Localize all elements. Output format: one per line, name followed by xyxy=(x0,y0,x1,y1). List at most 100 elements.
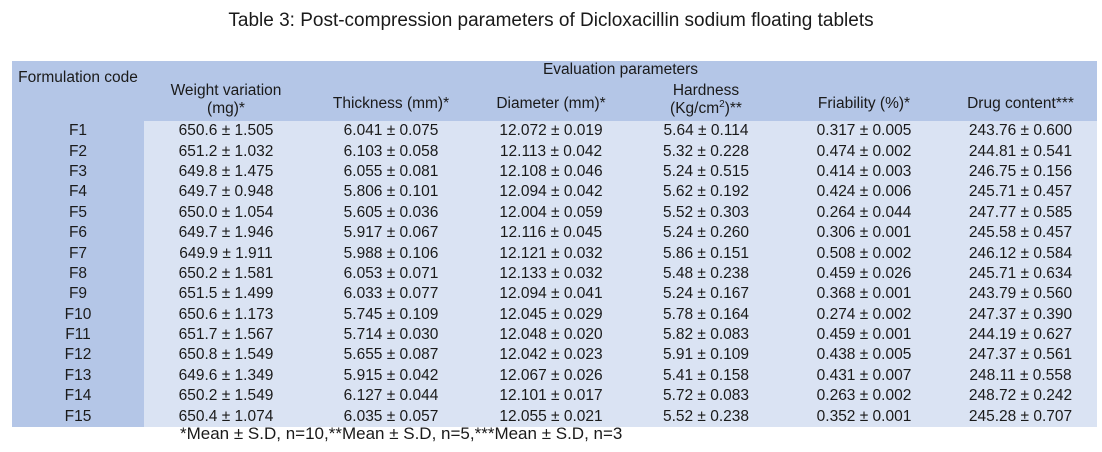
cell-thickness: 5.806 ± 0.101 xyxy=(308,182,474,203)
cell-hardness: 5.62 ± 0.192 xyxy=(628,182,784,203)
cell-weight: 650.8 ± 1.549 xyxy=(144,345,308,366)
cell-thickness: 5.988 ± 0.106 xyxy=(308,243,474,264)
cell-friability: 0.352 ± 0.001 xyxy=(784,406,944,427)
cell-drug-content: 246.75 ± 0.156 xyxy=(944,161,1098,183)
table-row: F6 649.7 ± 1.946 5.917 ± 0.067 12.116 ± 0.0… xyxy=(12,222,1098,244)
cell-diameter: 12.133 ± 0.032 xyxy=(474,263,628,285)
header-evaluation-parameters: Evaluation parameters xyxy=(144,61,1098,79)
cell-friability: 0.431 ± 0.007 xyxy=(784,365,944,387)
table-body: F1 650.6 ± 1.505 6.041 ± 0.075 12.072 ± 0.0… xyxy=(12,121,1098,427)
cell-thickness: 6.055 ± 0.081 xyxy=(308,161,474,183)
cell-diameter: 12.048 ± 0.020 xyxy=(474,324,628,346)
cell-friability: 0.424 ± 0.006 xyxy=(784,182,944,203)
cell-hardness: 5.64 ± 0.114 xyxy=(628,121,784,142)
cell-diameter: 12.108 ± 0.046 xyxy=(474,161,628,183)
cell-thickness: 5.714 ± 0.030 xyxy=(308,324,474,346)
cell-drug-content: 243.79 ± 0.560 xyxy=(944,284,1098,305)
table-row: F5 650.0 ± 1.054 5.605 ± 0.036 12.004 ± 0.0… xyxy=(12,202,1098,223)
cell-drug-content: 248.72 ± 0.242 xyxy=(944,386,1098,407)
cell-diameter: 12.067 ± 0.026 xyxy=(474,365,628,387)
cell-drug-content: 248.11 ± 0.558 xyxy=(944,365,1098,387)
cell-friability: 0.368 ± 0.001 xyxy=(784,284,944,305)
cell-drug-content: 245.28 ± 0.707 xyxy=(944,406,1098,427)
cell-diameter: 12.045 ± 0.029 xyxy=(474,304,628,325)
table-row: F2 651.2 ± 1.032 6.103 ± 0.058 12.113 ± 0.0… xyxy=(12,141,1098,162)
cell-drug-content: 244.81 ± 0.541 xyxy=(944,141,1098,162)
cell-friability: 0.508 ± 0.002 xyxy=(784,243,944,264)
cell-weight: 650.2 ± 1.549 xyxy=(144,386,308,407)
header-weight-variation: Weight variation (mg)* xyxy=(144,79,308,121)
cell-diameter: 12.042 ± 0.023 xyxy=(474,345,628,366)
cell-code: F13 xyxy=(12,365,144,387)
cell-thickness: 5.917 ± 0.067 xyxy=(308,222,474,244)
cell-weight: 649.6 ± 1.349 xyxy=(144,365,308,387)
cell-friability: 0.317 ± 0.005 xyxy=(784,121,944,142)
cell-code: F4 xyxy=(12,182,144,203)
table-row: F4 649.7 ± 0.948 5.806 ± 0.101 12.094 ± 0.0… xyxy=(12,182,1098,203)
header-diameter: Diameter (mm)* xyxy=(474,79,628,121)
cell-drug-content: 247.37 ± 0.561 xyxy=(944,345,1098,366)
cell-thickness: 6.103 ± 0.058 xyxy=(308,141,474,162)
cell-hardness: 5.52 ± 0.303 xyxy=(628,202,784,223)
cell-code: F1 xyxy=(12,121,144,142)
cell-code: F7 xyxy=(12,243,144,264)
cell-code: F8 xyxy=(12,263,144,285)
cell-thickness: 5.605 ± 0.036 xyxy=(308,202,474,223)
cell-thickness: 5.915 ± 0.042 xyxy=(308,365,474,387)
header-hardness-label: Hardness xyxy=(672,82,740,99)
cell-drug-content: 247.37 ± 0.390 xyxy=(944,304,1098,325)
cell-diameter: 12.094 ± 0.041 xyxy=(474,284,628,305)
parameters-table: Formulation code Evaluation parameters W… xyxy=(12,61,1098,427)
cell-code: F5 xyxy=(12,202,144,223)
cell-drug-content: 245.58 ± 0.457 xyxy=(944,222,1098,244)
cell-code: F6 xyxy=(12,222,144,244)
cell-code: F9 xyxy=(12,284,144,305)
cell-thickness: 5.745 ± 0.109 xyxy=(308,304,474,325)
cell-hardness: 5.78 ± 0.164 xyxy=(628,304,784,325)
cell-thickness: 6.127 ± 0.044 xyxy=(308,386,474,407)
cell-thickness: 6.033 ± 0.077 xyxy=(308,284,474,305)
cell-diameter: 12.121 ± 0.032 xyxy=(474,243,628,264)
table-row: F1 650.6 ± 1.505 6.041 ± 0.075 12.072 ± 0.0… xyxy=(12,121,1098,142)
cell-friability: 0.438 ± 0.005 xyxy=(784,345,944,366)
cell-weight: 649.8 ± 1.475 xyxy=(144,161,308,183)
cell-thickness: 5.655 ± 0.087 xyxy=(308,345,474,366)
cell-weight: 650.4 ± 1.074 xyxy=(144,406,308,427)
cell-hardness: 5.24 ± 0.167 xyxy=(628,284,784,305)
cell-diameter: 12.116 ± 0.045 xyxy=(474,222,628,244)
table-row: F14 650.2 ± 1.549 6.127 ± 0.044 12.101 ± 0.… xyxy=(12,386,1098,407)
cell-weight: 649.7 ± 0.948 xyxy=(144,182,308,203)
header-thickness: Thickness (mm)* xyxy=(308,79,474,121)
cell-weight: 650.6 ± 1.173 xyxy=(144,304,308,325)
cell-weight: 650.6 ± 1.505 xyxy=(144,121,308,142)
cell-hardness: 5.24 ± 0.515 xyxy=(628,161,784,183)
cell-hardness: 5.41 ± 0.158 xyxy=(628,365,784,387)
cell-drug-content: 243.76 ± 0.600 xyxy=(944,121,1098,142)
cell-weight: 650.0 ± 1.054 xyxy=(144,202,308,223)
cell-diameter: 12.113 ± 0.042 xyxy=(474,141,628,162)
table-row: F7 649.9 ± 1.911 5.988 ± 0.106 12.121 ± 0.0… xyxy=(12,243,1098,264)
cell-weight: 651.2 ± 1.032 xyxy=(144,141,308,162)
cell-hardness: 5.48 ± 0.238 xyxy=(628,263,784,285)
cell-friability: 0.274 ± 0.002 xyxy=(784,304,944,325)
cell-friability: 0.306 ± 0.001 xyxy=(784,222,944,244)
cell-drug-content: 245.71 ± 0.634 xyxy=(944,263,1098,285)
table-row: F8 650.2 ± 1.581 6.053 ± 0.071 12.133 ± 0.0… xyxy=(12,263,1098,285)
cell-diameter: 12.004 ± 0.059 xyxy=(474,202,628,223)
table-row: F3 649.8 ± 1.475 6.055 ± 0.081 12.108 ± 0.0… xyxy=(12,161,1098,183)
header-formulation-code: Formulation code xyxy=(12,61,144,121)
cell-weight: 651.7 ± 1.567 xyxy=(144,324,308,346)
table-row: F9 651.5 ± 1.499 6.033 ± 0.077 12.094 ± 0.0… xyxy=(12,284,1098,305)
cell-friability: 0.459 ± 0.001 xyxy=(784,324,944,346)
cell-friability: 0.459 ± 0.026 xyxy=(784,263,944,285)
cell-thickness: 6.053 ± 0.071 xyxy=(308,263,474,285)
cell-friability: 0.264 ± 0.044 xyxy=(784,202,944,223)
cell-hardness: 5.72 ± 0.083 xyxy=(628,386,784,407)
cell-drug-content: 244.19 ± 0.627 xyxy=(944,324,1098,346)
cell-diameter: 12.072 ± 0.019 xyxy=(474,121,628,142)
table-row: F15 650.4 ± 1.074 6.035 ± 0.057 12.055 ± 0.… xyxy=(12,406,1098,427)
cell-weight: 649.9 ± 1.911 xyxy=(144,243,308,264)
header-friability: Friability (%)* xyxy=(784,79,944,121)
cell-code: F11 xyxy=(12,324,144,346)
cell-drug-content: 246.12 ± 0.584 xyxy=(944,243,1098,264)
